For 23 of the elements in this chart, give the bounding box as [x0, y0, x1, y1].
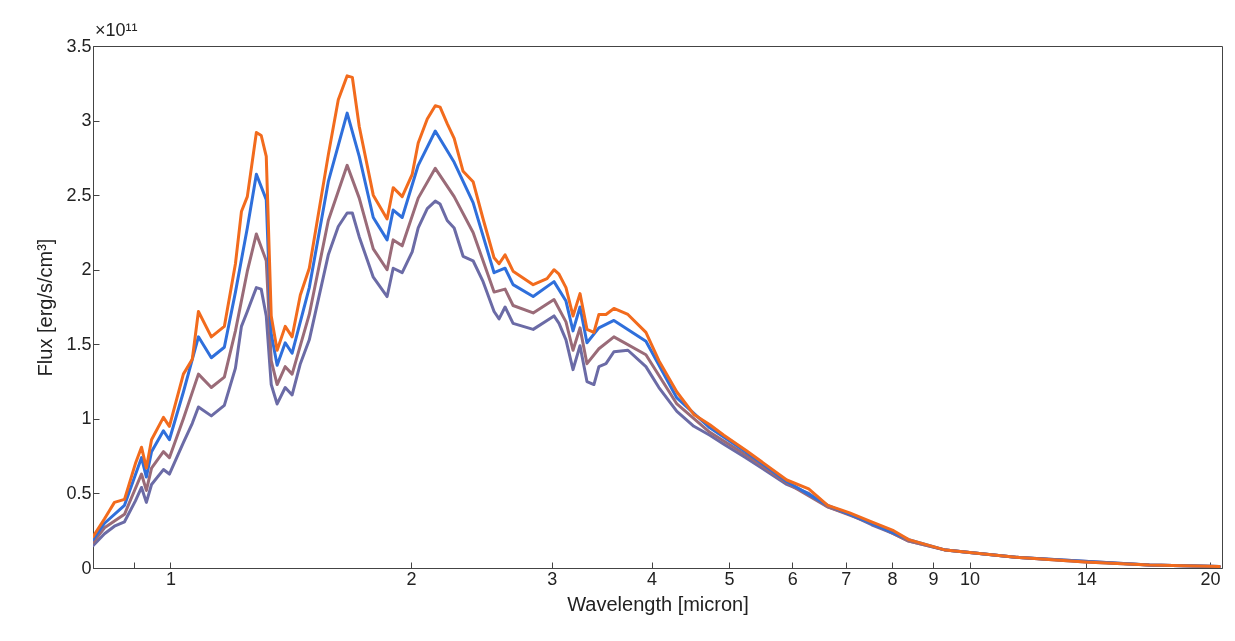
x-tick-label: 6: [787, 568, 798, 589]
x-tick-label: 1: [165, 568, 176, 589]
x-tick-label: 20: [1200, 568, 1221, 589]
y-tick-label: 1: [81, 408, 92, 429]
x-tick-label: 2: [406, 568, 417, 589]
y-tick-label: 0.5: [66, 482, 92, 503]
x-tick-label: 9: [928, 568, 939, 589]
text: ×10¹¹: [95, 20, 138, 40]
y-axis-title: Flux [erg/s/cm³]: [34, 238, 57, 377]
y-tick-label: 1.5: [66, 333, 92, 354]
y-tick-label: 2.5: [66, 184, 92, 205]
y-tick-label: 3: [81, 110, 92, 131]
y-tick-label: 0: [81, 557, 92, 578]
x-tick-label: 10: [960, 568, 981, 589]
y-tick-label: 2: [81, 259, 92, 280]
x-tick-label: 3: [547, 568, 558, 589]
x-tick-label: 7: [841, 568, 852, 589]
x-tick-label: 5: [724, 568, 735, 589]
x-tick-label: 4: [647, 568, 658, 589]
x-tick-label: 8: [887, 568, 898, 589]
x-tick-label: 14: [1076, 568, 1097, 589]
x-axis-title: Wavelength [micron]: [567, 592, 749, 615]
y-tick-label: 3.5: [66, 35, 92, 56]
